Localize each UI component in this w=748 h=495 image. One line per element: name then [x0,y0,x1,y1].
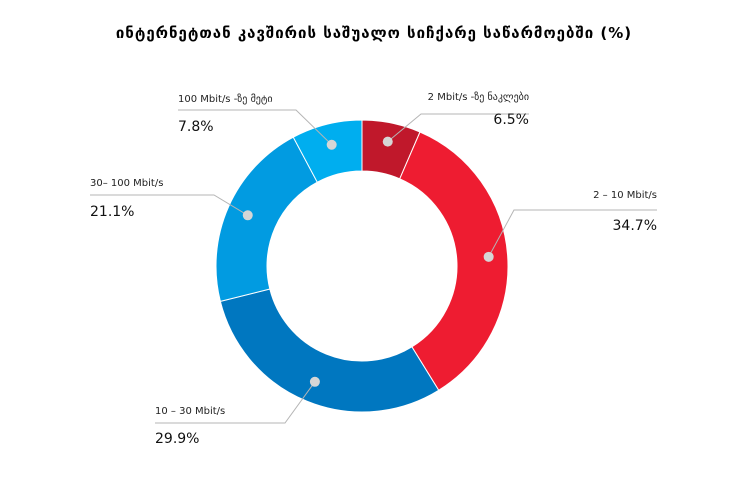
slice-label-4: 30– 100 Mbit/s [90,178,163,189]
chart-title: ინტერნეტთან კავშირის საშუალო სიჩქარე საწ… [115,24,633,42]
leader-dot-2 [483,251,494,262]
leader-line-4 [90,194,249,216]
slice-value-2: 34.7% [613,218,657,234]
leader-dot-1 [382,136,393,147]
leader-line-5 [178,109,333,146]
slice-value-3: 29.9% [155,431,199,447]
slice-label-2: 2 – 10 Mbit/s [593,190,657,201]
slice-4 [215,136,318,303]
slice-label-3: 10 – 30 Mbit/s [155,406,225,417]
slice-value-1: 6.5% [493,112,529,128]
leader-line-1 [387,113,529,143]
leader-line-2 [488,209,657,258]
slice-label-1: 2 Mbit/s -ზე ნაკლები [428,91,529,103]
leader-dot-4 [242,210,253,221]
slice-5 [292,119,363,183]
slice-2 [399,131,509,391]
slice-3 [219,288,440,413]
leader-line-3 [155,381,316,424]
slice-value-4: 21.1% [90,204,134,220]
leader-dot-5 [326,139,337,150]
slice-label-5: 100 Mbit/s -ზე მეტი [178,93,273,105]
slice-value-5: 7.8% [178,119,214,135]
leader-dot-3 [309,376,320,387]
